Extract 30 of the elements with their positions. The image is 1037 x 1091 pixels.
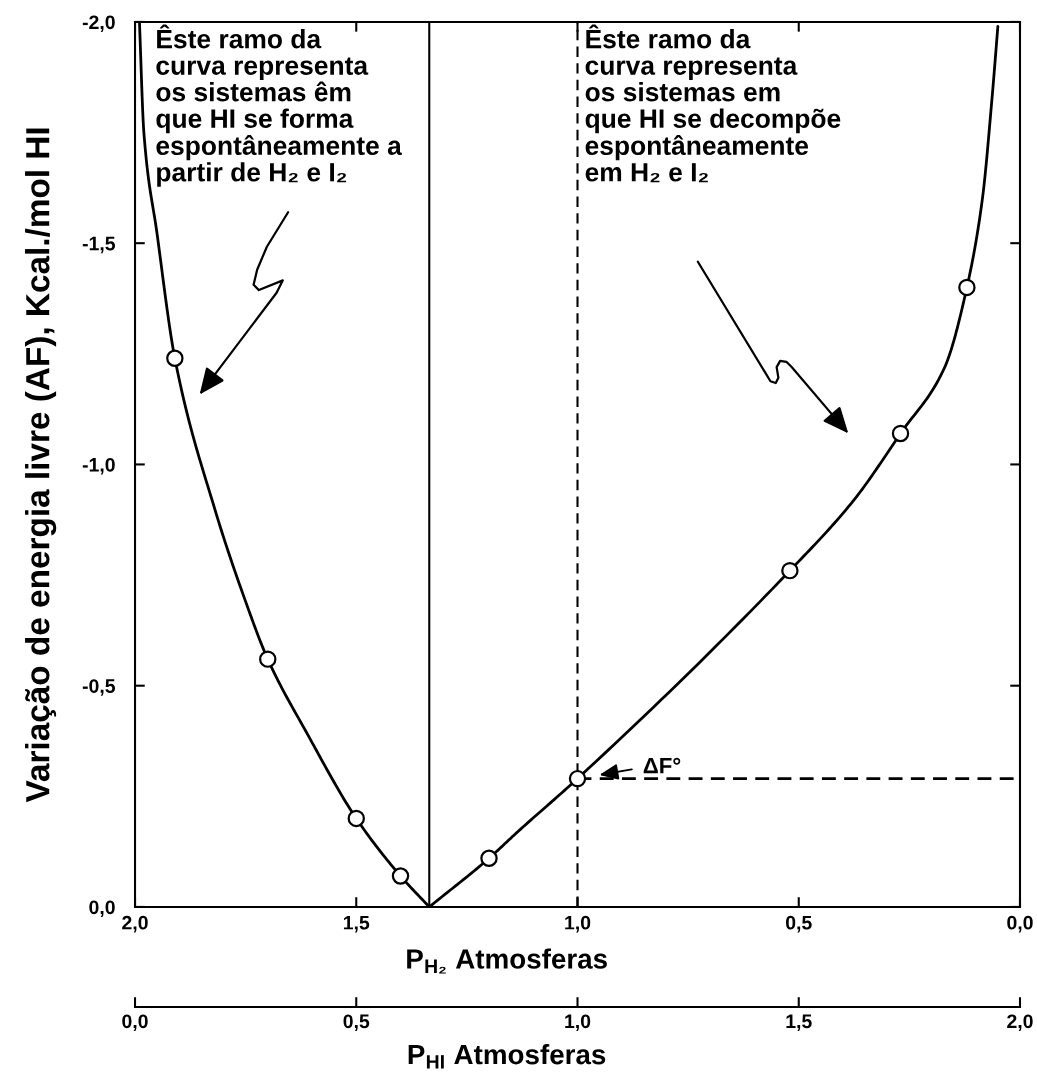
point [166, 349, 184, 367]
x2-tick-label: 0,5 [343, 1014, 370, 1031]
y-axis-title: Variação de energia livre (AF), Kcal./mol HI [25, 128, 57, 803]
x2-axis-title: P$_{HI}$ Atmosferas [408, 1043, 606, 1069]
point [347, 809, 365, 828]
x-tick-label: 1,0 [565, 915, 591, 933]
y-tick-label: -2,0 [82, 15, 115, 32]
x-tick-label: 2,0 [122, 915, 148, 933]
x2-tick-label: 1,5 [786, 1014, 812, 1031]
x-tick-label: 0,5 [786, 915, 812, 933]
x-axis-title: P$_{H₂}$ Atmosferas [407, 948, 607, 974]
point [568, 769, 587, 788]
x2-tick-label: 1,0 [565, 1014, 591, 1031]
y-tick-label: -1,0 [82, 457, 115, 475]
point [391, 867, 410, 885]
point [259, 650, 277, 668]
annotation: Êste ramo da curva representa os sistemas em que HI se decompõe espontâneamente em H₂ e I₂ [585, 24, 841, 183]
point [480, 849, 498, 867]
x-tick-label: 0,0 [1007, 915, 1033, 933]
x2-tick-label: 2,0 [1007, 1014, 1033, 1031]
point [781, 561, 799, 580]
y-tick-label: -0,5 [82, 679, 116, 696]
y-tick-label: -1,5 [82, 236, 116, 254]
annotation: ΔF° [643, 757, 681, 774]
point [891, 424, 910, 443]
point [958, 278, 976, 297]
x-tick-label: 1,5 [343, 916, 370, 933]
annotation: Êste ramo da curva representa os sistemas êm que HI se forma espontâneamente a partir de H₂ e I₂ [156, 24, 402, 187]
x2-tick-label: 0,0 [122, 1014, 148, 1031]
y-tick-label: 0,0 [89, 900, 115, 917]
